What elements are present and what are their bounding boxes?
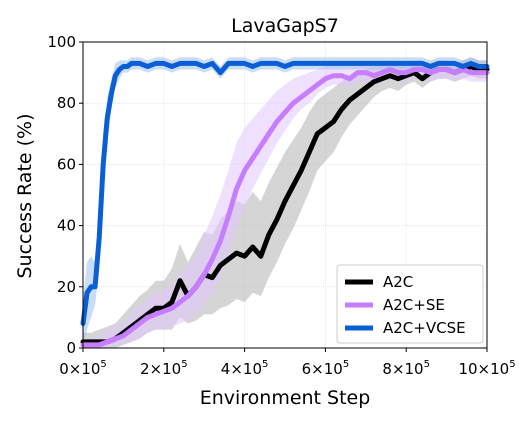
x-tick-label: 10×105 [458,359,515,378]
y-tick-label: 60 [57,155,76,173]
x-tick-label-base: 0×10 [59,360,100,378]
x-tick-label: 4×105 [221,359,269,378]
x-tick-label-base: 2×10 [140,360,181,378]
x-tick-label: 8×105 [382,359,430,378]
x-tick-label-exponent: 5 [262,359,268,370]
x-tick-label: 0×105 [59,359,107,378]
legend-label-a2c-vcse: A2C+VCSE [383,319,466,337]
legend: A2C A2C+SE A2C+VCSE [336,264,484,344]
y-tick-label: 40 [57,217,76,235]
chart-title: LavaGapS7 [231,15,339,37]
x-tick-label-base: 10×10 [458,360,509,378]
x-tick-label-base: 4×10 [221,360,262,378]
x-tick-label: 6×105 [302,359,350,378]
legend-label-a2c: A2C [383,273,413,291]
plot-frame [82,41,488,349]
legend-box [336,264,484,344]
band-a2c-se [83,60,487,349]
x-tick-label-exponent: 5 [424,359,430,370]
x-tick-label-base: 8×10 [382,360,423,378]
line-a2c [80,64,490,345]
line-a2c-se [80,67,490,348]
x-tick-label-exponent: 5 [181,359,187,370]
x-tick-label-exponent: 5 [509,359,515,370]
y-tick-label: 100 [47,33,76,51]
x-tick-label-exponent: 5 [343,359,349,370]
x-tick-label-exponent: 5 [100,359,106,370]
line-a2c-vcse [80,60,490,326]
y-tick-label: 20 [57,278,76,296]
y-tick-label: 80 [57,94,76,112]
y-tick-label: 0 [66,339,76,357]
y-axis-label: Success Rate (%) [14,113,36,278]
x-tick-label: 2×105 [140,359,188,378]
x-axis-label: Environment Step [200,387,371,409]
legend-label-a2c-se: A2C+SE [383,296,445,314]
series-lines [80,60,490,348]
x-tick-label-base: 6×10 [302,360,343,378]
